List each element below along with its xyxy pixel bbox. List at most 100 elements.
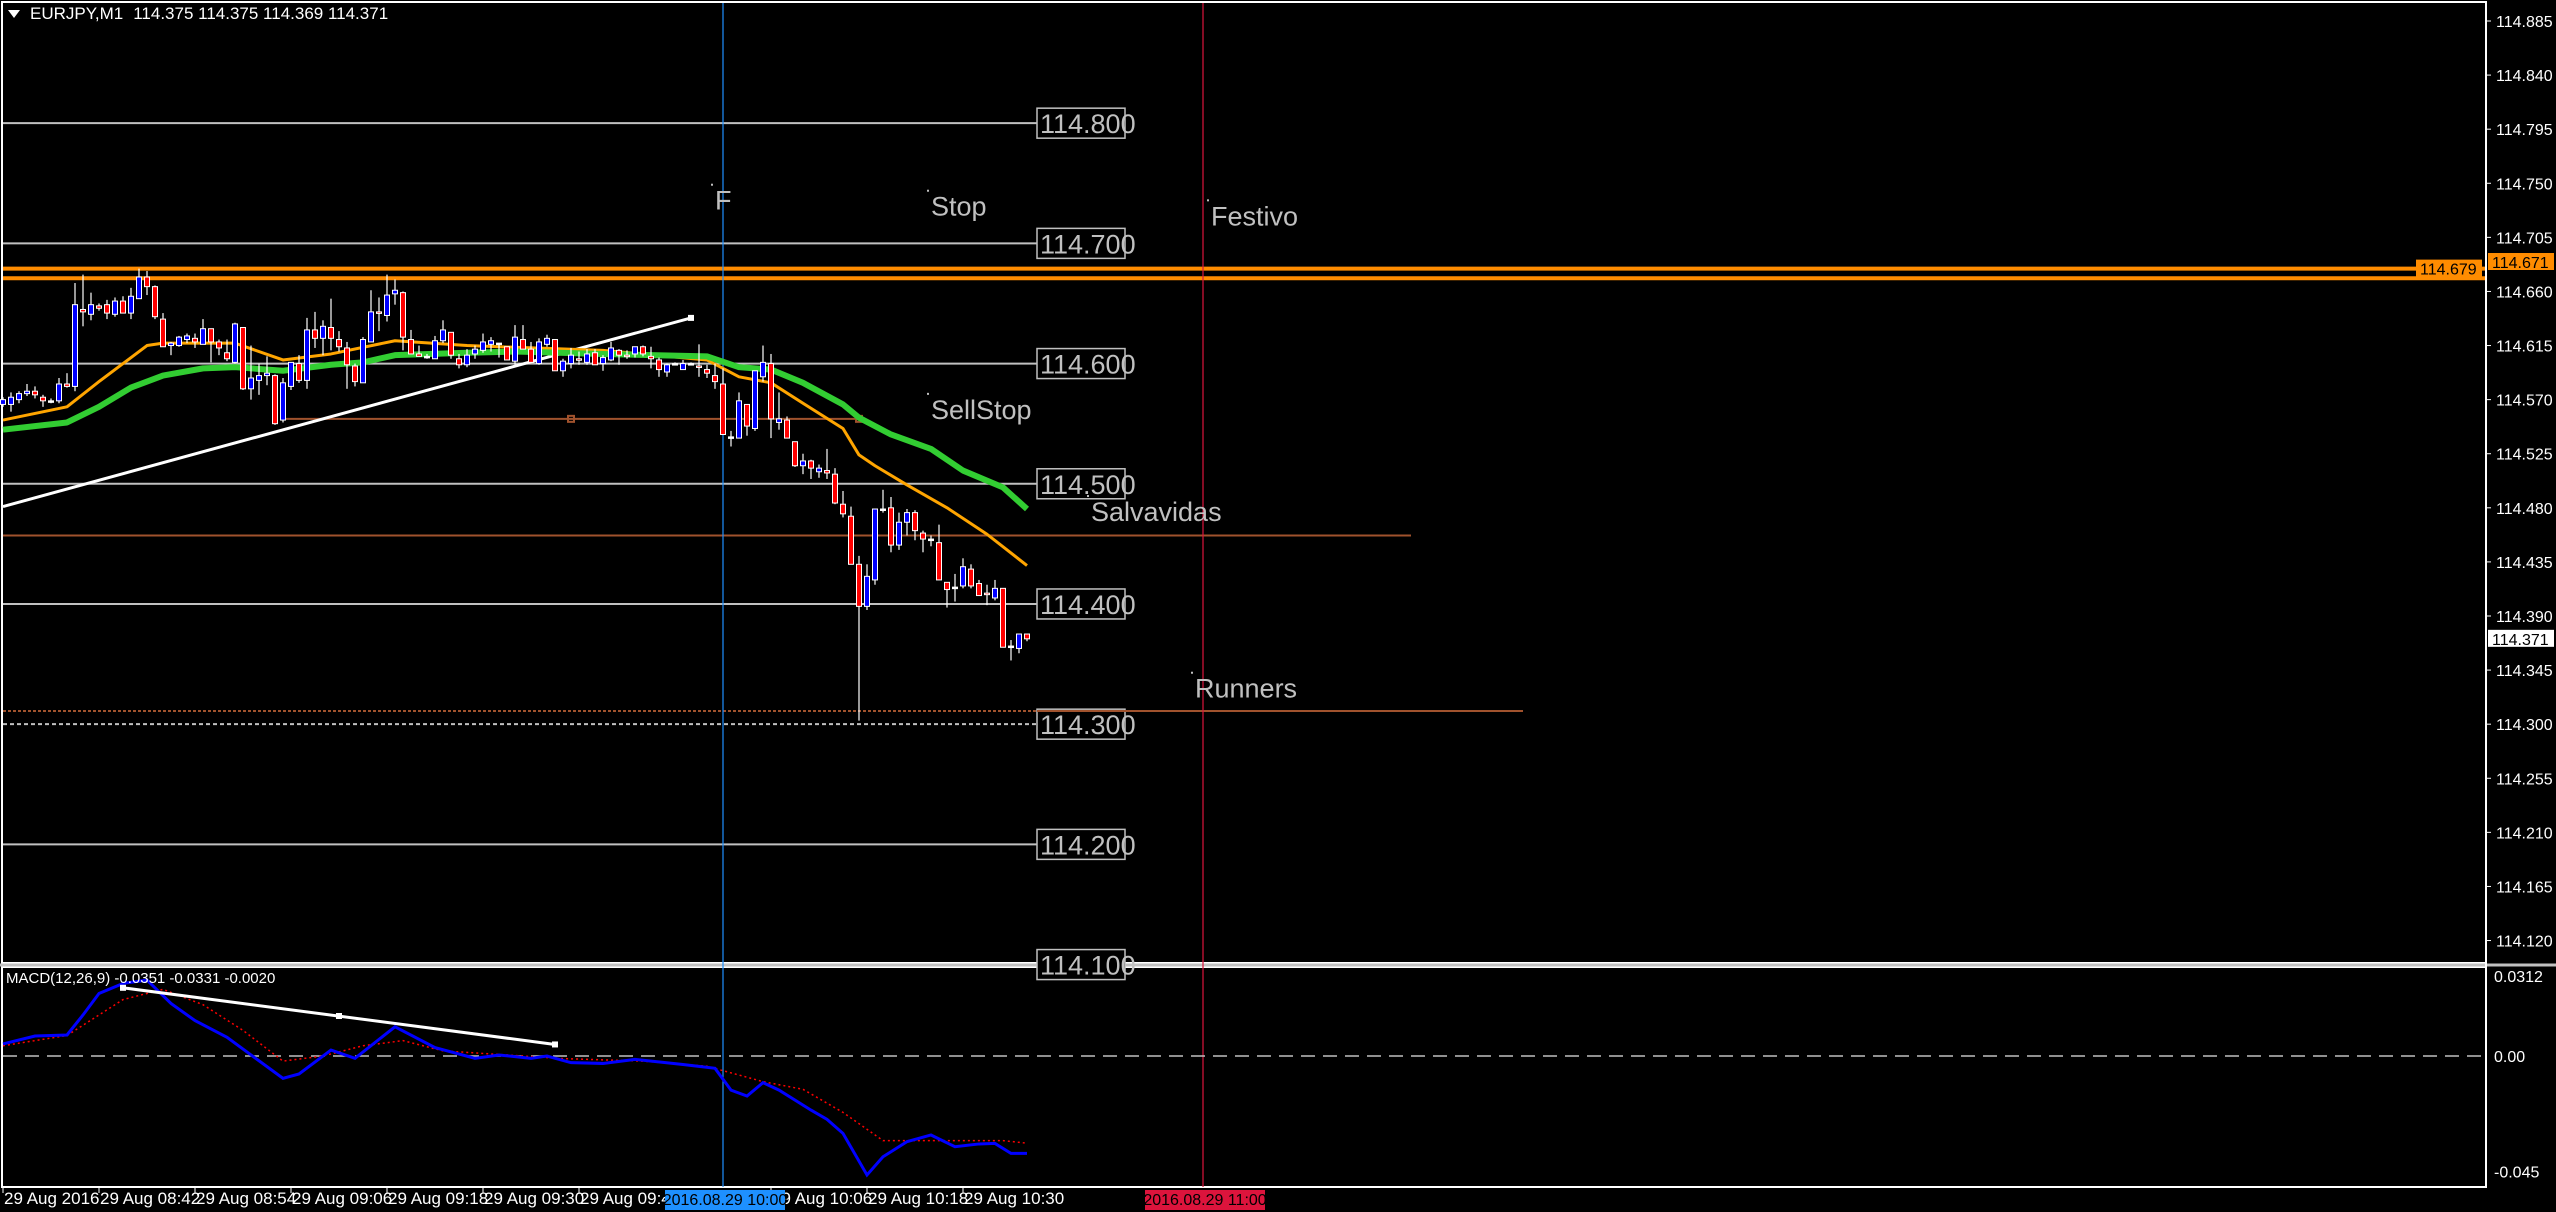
price-tick-label: 114.165 [2496, 879, 2553, 896]
annotation-anchor [927, 392, 929, 395]
bear-candle [408, 339, 414, 355]
bear-candle [296, 363, 302, 381]
trendline-handle[interactable] [688, 314, 694, 321]
macd-trendline-handle[interactable] [552, 1041, 558, 1048]
bear-candle [40, 396, 46, 402]
bull-candle [536, 341, 542, 365]
bull-candle [760, 361, 766, 378]
bull-candle [544, 337, 550, 345]
macd-main-line [2, 978, 1027, 1178]
bear-candle [944, 581, 950, 591]
macd-trendline-handle[interactable] [336, 1013, 342, 1020]
bear-candle [216, 341, 222, 349]
price-tick-label: 114.210 [2496, 825, 2553, 842]
bear-candle [120, 300, 126, 314]
bear-candle [328, 327, 334, 339]
price-tick-label: 114.120 [2496, 934, 2553, 951]
bear-candle [352, 365, 358, 383]
level-label-box [1036, 828, 1126, 861]
price-tick-label: 114.705 [2496, 230, 2553, 247]
time-tick-label: 29 Aug 10:06 [772, 1189, 872, 1208]
bear-candle [832, 473, 838, 504]
time-highlight-box [1145, 1190, 1265, 1210]
bear-candle [1000, 587, 1006, 648]
bull-candle [176, 336, 182, 347]
bull-candle [1008, 645, 1014, 649]
price-tick-label: 114.300 [2496, 717, 2553, 734]
annotation-label: Festivo [1211, 201, 1298, 231]
bull-candle [88, 304, 94, 315]
price-badge [2416, 259, 2482, 277]
annotation-anchor [711, 183, 713, 186]
annotation-label: Salvavidas [1091, 497, 1222, 527]
level-label-box [1036, 468, 1126, 500]
bear-candle [272, 375, 278, 425]
bull-candle [992, 587, 998, 599]
sellstop-anchor-handle[interactable] [567, 414, 575, 423]
main-panel-frame [1, 1, 2487, 964]
bear-candle [768, 363, 774, 420]
bull-candle [264, 372, 270, 377]
bull-candle [776, 418, 782, 423]
price-tick-label: 114.885 [2496, 14, 2553, 31]
slow-moving-average-line [2, 348, 1030, 512]
bear-candle [520, 339, 526, 350]
level-label-box [1036, 347, 1126, 380]
bear-candle [144, 276, 150, 288]
price-tick-label: 114.435 [2496, 555, 2553, 572]
time-tick-label: 29 Aug 08:54 [196, 1189, 296, 1208]
symbol-label: EURJPY,M1 [30, 4, 124, 23]
bull-candle [904, 512, 910, 523]
bull-candle [488, 340, 494, 345]
level-label-box [1036, 227, 1126, 260]
time-tick-label: 29 Aug 10:30 [964, 1189, 1064, 1208]
bull-candle [360, 339, 366, 384]
level-label: 114.200 [1040, 830, 1136, 860]
bull-candle [472, 348, 478, 355]
macd-tick-label: 0.00 [2494, 1049, 2525, 1066]
annotation-anchor [1087, 495, 1089, 498]
bear-candle [312, 329, 318, 339]
price-badge [2488, 629, 2554, 647]
bull-candle [800, 460, 806, 467]
bull-candle [896, 521, 902, 546]
bear-candle [152, 286, 158, 318]
bear-candle [920, 532, 926, 540]
bear-candle [744, 403, 750, 427]
bear-candle [416, 353, 422, 357]
bear-candle [704, 369, 710, 374]
bear-candle [336, 339, 342, 348]
bear-candle [808, 460, 814, 469]
bear-candle [376, 311, 382, 314]
bear-candle [208, 328, 214, 343]
bear-candle [856, 563, 862, 607]
price-tick-label: 114.480 [2496, 501, 2553, 518]
level-label-box [1036, 948, 1126, 981]
bull-candle [440, 329, 446, 342]
bear-candle [616, 349, 622, 356]
bear-candle [344, 347, 350, 366]
bear-candle [792, 441, 798, 467]
price-tick-label: 114.255 [2496, 771, 2553, 788]
bull-candle [584, 353, 590, 363]
bull-candle [424, 355, 430, 359]
bear-candle [104, 304, 110, 314]
bear-candle [656, 359, 662, 371]
macd-signal-line [2, 988, 1028, 1144]
macd-trendline-handle[interactable] [120, 984, 126, 991]
price-tick-label: 114.345 [2496, 663, 2553, 680]
bull-candle [560, 360, 566, 372]
bear-candle [192, 337, 198, 343]
bear-candle [400, 292, 406, 338]
macd-values: -0.0351 -0.0331 -0.0020 [114, 970, 276, 987]
bear-candle [32, 390, 38, 396]
bull-candle [168, 342, 174, 347]
macd-tick-label: 0.0312 [2494, 969, 2543, 986]
bull-candle [512, 336, 518, 362]
level-label: 114.500 [1040, 470, 1136, 500]
bear-candle [504, 346, 510, 361]
bear-candle [528, 348, 534, 363]
time-tick-label: 29 Aug 2016 [4, 1189, 99, 1208]
dropdown-triangle-icon[interactable] [8, 10, 20, 18]
